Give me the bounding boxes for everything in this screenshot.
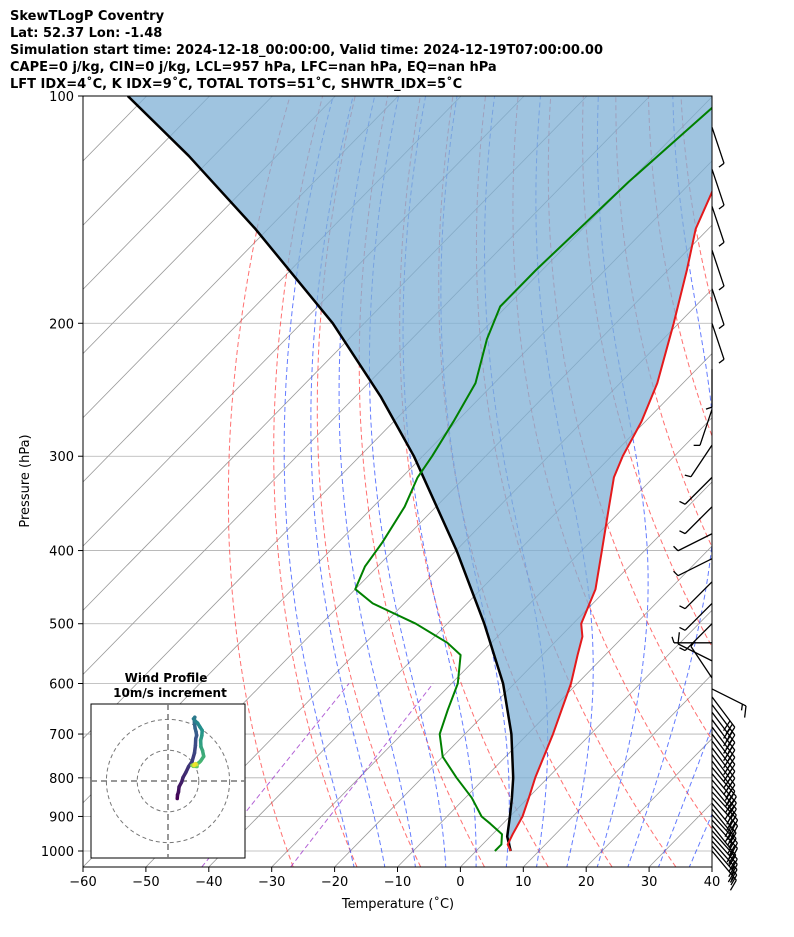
moist-adiabat [310, 96, 386, 867]
wind-barb [711, 168, 725, 210]
dry-adiabat [779, 96, 794, 867]
chart-title-location: Lat: 52.37 Lon: -1.48 [10, 26, 163, 41]
moist-adiabat [688, 812, 712, 867]
isotherm-line [83, 96, 210, 226]
x-tick-label: 10 [515, 875, 532, 890]
y-tick-label: 200 [49, 317, 74, 332]
wind-barb [679, 506, 713, 535]
dry-adiabat [615, 96, 712, 549]
x-tick-label: −60 [69, 875, 96, 890]
wind-barb [711, 323, 725, 364]
isotherm-line [460, 609, 712, 867]
wind-barb [711, 249, 725, 291]
isotherm-line [523, 673, 712, 867]
y-tick-label: 900 [49, 810, 74, 825]
chart-title-times: Simulation start time: 2024-12-18_00:00:… [10, 43, 603, 58]
y-tick-label: 100 [49, 90, 74, 105]
y-tick-label: 500 [49, 618, 74, 633]
moist-adiabat [751, 96, 794, 869]
dewpoint-profile-line [354, 106, 712, 852]
y-tick-label: 400 [49, 545, 74, 560]
y-tick-label: 800 [49, 772, 74, 787]
mixing-ratio-line [290, 683, 434, 867]
moist-adiabat [657, 725, 712, 867]
moist-adiabat [283, 96, 355, 867]
chart-title-station: SkewTLogP Coventry [10, 9, 165, 24]
chart-title-cape: CAPE=0 j/kg, CIN=0 j/kg, LCL=957 hPa, LF… [10, 60, 497, 75]
isotherm-line [83, 96, 336, 355]
wind-barb [679, 476, 713, 505]
y-tick-label: 700 [49, 728, 74, 743]
x-tick-label: −10 [384, 875, 411, 890]
hodograph-ring [136, 749, 200, 813]
isotherm-line [271, 417, 712, 867]
moist-adiabat [338, 96, 416, 867]
moist-adiabat [369, 96, 447, 867]
wind-barbs [671, 127, 747, 891]
wind-barb [711, 808, 737, 849]
moist-adiabat [627, 96, 712, 867]
wind-barb [679, 602, 713, 631]
wind-barb [711, 206, 725, 247]
hodograph-title: Wind Profile [125, 671, 208, 685]
wind-barb [679, 581, 713, 610]
wind-barb [711, 127, 725, 168]
y-tick-label: 1000 [41, 845, 74, 860]
wind-barb [711, 688, 747, 718]
isotherm-line [83, 96, 85, 98]
y-tick-label: 300 [49, 450, 74, 465]
wind-barb [711, 696, 736, 738]
wind-barb [673, 558, 713, 577]
y-tick-label: 600 [49, 678, 74, 693]
y-axis-label: Pressure (hPa) [18, 434, 33, 527]
x-tick-label: −40 [195, 875, 222, 890]
hodograph-subtitle: 10m/s increment [113, 686, 227, 700]
x-tick-label: −50 [132, 875, 159, 890]
dry-adiabat [746, 96, 794, 867]
wind-barb [679, 623, 713, 652]
profile-lines [126, 96, 712, 852]
x-axis-label: Temperature (˚C) [341, 896, 454, 912]
dry-adiabat [399, 96, 549, 867]
x-tick-label: 20 [578, 875, 595, 890]
wind-barb [693, 409, 713, 447]
chart-header: SkewTLogP Coventry Lat: 52.37 Lon: -1.48… [10, 8, 603, 93]
x-tick-label: 40 [704, 875, 721, 890]
dry-adiabat [273, 96, 358, 867]
x-tick-label: 0 [456, 875, 464, 890]
temperature-profile-line [506, 189, 712, 852]
chart-title-indices: LFT IDX=4˚C, K IDX=9˚C, TOTAL TOTS=51˚C,… [10, 77, 463, 92]
wind-barb [711, 288, 725, 330]
isotherm-line [334, 481, 712, 867]
mixing-ratio-line [201, 683, 350, 867]
wind-barb [684, 444, 713, 478]
wind-barb [677, 632, 713, 662]
instability-shading [127, 96, 712, 851]
x-tick-label: −20 [321, 875, 348, 890]
cin-cape-shade [127, 96, 712, 851]
x-tick-label: −30 [258, 875, 285, 890]
hodograph-inset: Wind Profile 10m/s increment [90, 671, 246, 859]
wind-barb [673, 533, 713, 552]
axes: Temperature (˚C) Pressure (hPa) −60 −50 −4… [18, 90, 720, 912]
isotherm-line [83, 96, 273, 290]
parcel-profile-line [126, 96, 515, 852]
x-tick-label: 30 [641, 875, 658, 890]
